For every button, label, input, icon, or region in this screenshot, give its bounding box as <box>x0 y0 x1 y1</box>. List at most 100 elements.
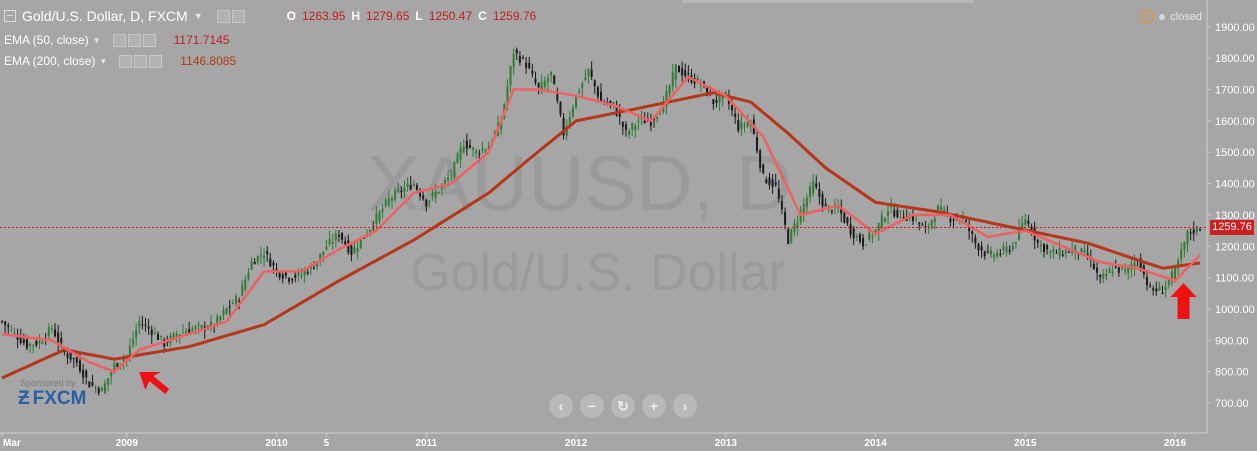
candle-body <box>306 272 309 274</box>
chevron-down-icon[interactable]: ▼ <box>99 56 108 66</box>
x-tick-label: 2012 <box>565 438 588 449</box>
candle-body <box>830 210 833 213</box>
ema200-label[interactable]: EMA (200, close) <box>4 54 96 68</box>
candle-body <box>50 328 53 330</box>
candle-body <box>568 117 571 124</box>
y-tick-label: 1200.00 <box>1215 241 1255 253</box>
candle-body <box>459 147 462 160</box>
candle-body <box>999 254 1002 256</box>
settings-icon[interactable] <box>127 33 141 47</box>
candle-body <box>687 73 690 75</box>
candle-body <box>150 329 153 336</box>
candle-body <box>702 81 705 85</box>
reset-button[interactable]: ↻ <box>611 394 635 418</box>
candle-body <box>32 344 35 346</box>
candle-body <box>210 321 213 326</box>
y-tick-label: 800.00 <box>1215 367 1249 379</box>
candle-body <box>887 211 890 216</box>
candle-body <box>415 185 418 190</box>
candle-body <box>846 217 849 224</box>
candle-body <box>759 150 762 168</box>
y-tick-label: 1100.00 <box>1215 273 1254 285</box>
candle-body <box>465 140 468 149</box>
zoom-in-button[interactable]: + <box>642 394 666 418</box>
close-icon[interactable] <box>149 54 163 68</box>
candle-body <box>1055 252 1058 254</box>
price-axis[interactable]: 700.00 800.00 900.00 1000.00 1100.00 1200.00 1… <box>1207 22 1255 410</box>
candle-body <box>4 321 7 326</box>
candle-body <box>375 213 378 225</box>
candle-body <box>1002 246 1005 250</box>
candle-body <box>525 62 528 68</box>
fxcm-logo[interactable]: Ƶ FXCM <box>18 388 86 410</box>
y-tick-label: 900.00 <box>1215 335 1249 347</box>
warning-icon[interactable]: ! <box>1140 10 1155 24</box>
candle-body <box>793 223 796 232</box>
candle-body <box>294 274 297 278</box>
indicator-ema200[interactable]: EMA (200, close) ▼ 1146.8085 <box>4 54 236 68</box>
candle-body <box>996 252 999 257</box>
candle-body <box>1170 271 1173 283</box>
candle-body <box>924 226 927 228</box>
candle-body <box>275 268 278 271</box>
candle-body <box>185 331 188 334</box>
candle-body <box>54 329 57 337</box>
time-axis[interactable]: Mar 2009 2010 5 2011 2012 2013 2014 2015 2016 <box>1 433 1187 449</box>
eye-icon[interactable] <box>216 9 230 23</box>
candle-body <box>13 332 16 334</box>
candle-body <box>291 278 294 281</box>
chevron-down-icon[interactable]: ▼ <box>193 11 203 21</box>
candle-body <box>269 258 272 267</box>
eye-icon[interactable] <box>119 54 133 68</box>
candle-body <box>515 49 518 54</box>
settings-icon[interactable] <box>134 54 148 68</box>
indicator-ema50[interactable]: EMA (50, close) ▼ 1171.7145 <box>4 33 229 47</box>
candle-body <box>88 381 91 388</box>
candle-body <box>921 224 924 226</box>
ema50-label[interactable]: EMA (50, close) <box>4 33 89 47</box>
candle-body <box>450 175 453 177</box>
candle-body <box>431 192 434 197</box>
candle-body <box>1052 249 1055 252</box>
chevron-down-icon[interactable]: ▼ <box>92 35 101 45</box>
candle-body <box>743 124 746 126</box>
ema200-line <box>1 91 1201 380</box>
candle-body <box>915 219 918 221</box>
symbol-watermark: XAUUSD, D Gold/U.S. Dollar <box>368 139 793 302</box>
candle-body <box>231 303 234 305</box>
candle-body <box>341 232 344 240</box>
candle-body <box>890 205 893 208</box>
candle-body <box>780 201 783 210</box>
candle-body <box>1133 262 1136 268</box>
candle-body <box>472 147 475 150</box>
eye-icon[interactable] <box>112 33 126 47</box>
candle-body <box>241 284 244 296</box>
collapse-icon[interactable] <box>4 10 16 22</box>
candle-body <box>684 69 687 77</box>
candle-body <box>328 238 331 245</box>
candle-body <box>1111 271 1114 274</box>
ema50-value: 1171.7145 <box>173 33 230 47</box>
watermark-symbol: XAUUSD, D <box>368 139 793 227</box>
candle-body <box>1080 248 1083 253</box>
close-icon[interactable] <box>142 33 156 47</box>
candle-body <box>724 91 727 96</box>
zoom-out-button[interactable]: − <box>580 394 604 418</box>
candle-body <box>518 56 521 63</box>
candle-body <box>562 117 565 136</box>
candle-body <box>1161 292 1164 295</box>
candle-body <box>774 182 777 185</box>
candle-body <box>38 340 41 344</box>
ema-lines <box>1 75 1201 380</box>
candle-body <box>331 241 334 244</box>
scroll-left-button[interactable]: ‹ <box>549 394 573 418</box>
candle-body <box>347 240 350 253</box>
scroll-right-button[interactable]: › <box>673 394 697 418</box>
candle-body <box>553 75 556 85</box>
y-tick-label: 1600.00 <box>1215 116 1255 128</box>
x-tick-label: 5 <box>324 438 330 449</box>
settings-icon[interactable] <box>231 9 245 23</box>
symbol-title[interactable]: Gold/U.S. Dollar, D, FXCM <box>22 8 188 24</box>
candle-body <box>840 205 843 214</box>
